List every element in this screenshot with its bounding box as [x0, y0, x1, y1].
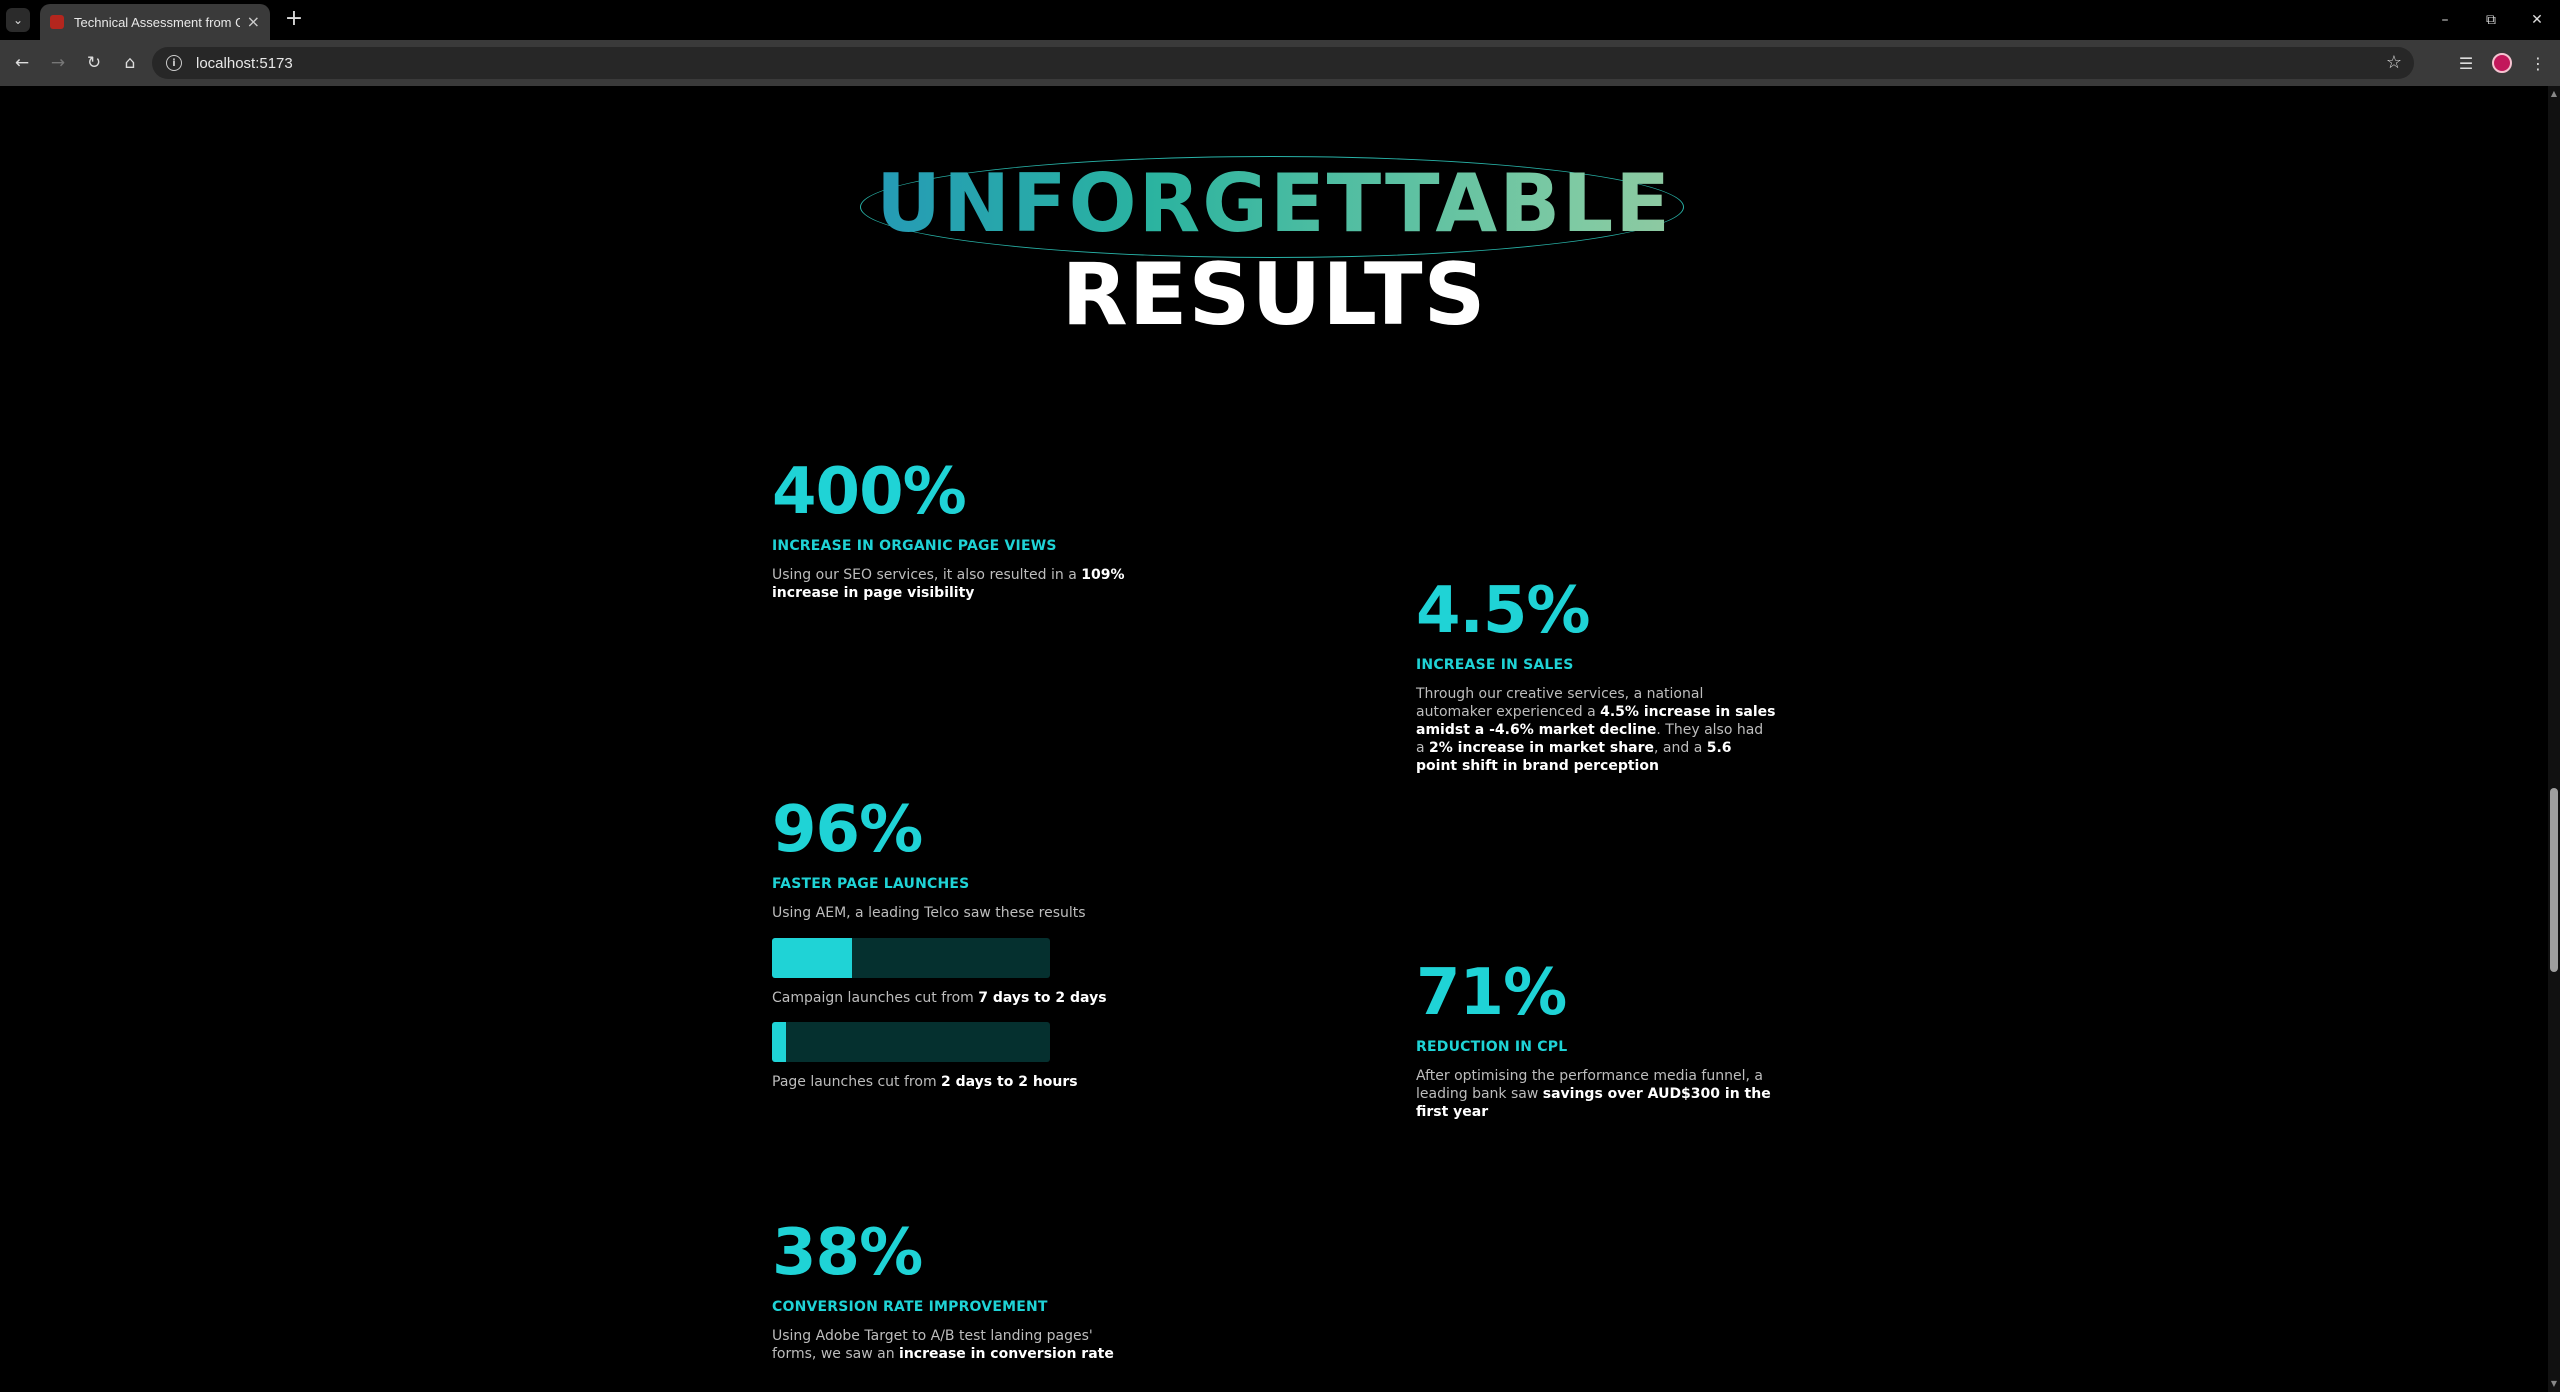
avatar-icon [2492, 53, 2512, 73]
stat-label: CONVERSION RATE IMPROVEMENT [772, 1299, 1048, 1315]
vertical-scrollbar[interactable]: ▲ ▼ [2548, 86, 2560, 1392]
stat-conversion: 38% CONVERSION RATE IMPROVEMENT Using Ad… [772, 1221, 1132, 1363]
hero-title-gradient: UNFORGETTABLE [0, 164, 2548, 244]
browser-tab[interactable]: Technical Assessment from Gro × [40, 4, 270, 40]
stat-label: FASTER PAGE LAUNCHES [772, 876, 970, 892]
site-info-icon[interactable]: i [166, 55, 182, 71]
address-bar[interactable]: i localhost:5173 ☆ [152, 47, 2414, 79]
favicon-icon [50, 15, 64, 29]
stat-value: 71% [1416, 956, 1567, 1030]
progress-caption: Page launches cut from 2 days to 2 hours [772, 1074, 1078, 1090]
menu-dots-icon[interactable]: ⋮ [2530, 53, 2546, 73]
stat-description: Through our creative services, a nationa… [1416, 686, 1776, 774]
stat-launches: 96% FASTER PAGE LAUNCHES Using AEM, a le… [772, 798, 1132, 1090]
scrollbar-thumb[interactable] [2550, 788, 2558, 972]
stat-description: Using Adobe Target to A/B test landing p… [772, 1328, 1114, 1362]
page-viewport: UNFORGETTABLE RESULTS 400% INCREASE IN O… [0, 86, 2548, 1392]
window-controls: – ⧉ ✕ [2422, 0, 2560, 40]
stat-organic: 400% INCREASE IN ORGANIC PAGE VIEWS Usin… [772, 460, 1132, 602]
browser-toolbar: ← → ↻ ⌂ i localhost:5173 ☆ ☰ ⋮ [0, 40, 2560, 86]
stat-value: 400% [772, 455, 967, 529]
stat-label: REDUCTION IN CPL [1416, 1039, 1568, 1055]
stat-label: INCREASE IN ORGANIC PAGE VIEWS [772, 538, 1057, 554]
profile-avatar[interactable] [2490, 51, 2514, 75]
stat-cpl: 71% REDUCTION IN CPL After optimising th… [1416, 961, 1776, 1121]
scroll-down-arrow-icon[interactable]: ▼ [2550, 1379, 2558, 1388]
hero-heading: UNFORGETTABLE RESULTS [0, 86, 2548, 346]
close-window-icon[interactable]: ✕ [2531, 12, 2543, 28]
back-arrow-icon[interactable]: ← [14, 53, 30, 73]
new-tab-plus-icon[interactable]: + [284, 6, 304, 31]
progress-fill [772, 1022, 786, 1062]
hero-ellipse-decoration [860, 156, 1684, 258]
url-text: localhost:5173 [196, 54, 293, 72]
forward-arrow-icon[interactable]: → [50, 53, 66, 73]
progress-bar-page [772, 1022, 1050, 1062]
minimize-icon[interactable]: – [2441, 12, 2449, 28]
tab-title: Technical Assessment from Gro [74, 14, 240, 30]
scroll-up-arrow-icon[interactable]: ▲ [2550, 89, 2558, 98]
hero-title-results: RESULTS [1061, 245, 1487, 345]
reload-icon[interactable]: ↻ [86, 53, 102, 73]
media-control-icon[interactable]: ☰ [2458, 53, 2474, 73]
stat-sales: 4.5% INCREASE IN SALES Through our creat… [1416, 579, 1776, 775]
stat-value: 96% [772, 793, 923, 867]
bookmark-star-icon[interactable]: ☆ [2385, 52, 2402, 73]
stat-value: 38% [772, 1216, 923, 1290]
stat-description: Using our SEO services, it also resulted… [772, 567, 1125, 601]
restore-icon[interactable]: ⧉ [2486, 12, 2496, 28]
stat-description: After optimising the performance media f… [1416, 1068, 1771, 1120]
close-tab-icon[interactable]: × [246, 12, 260, 31]
progress-bar-campaign [772, 938, 1050, 978]
home-icon[interactable]: ⌂ [124, 53, 136, 73]
progress-caption: Campaign launches cut from 7 days to 2 d… [772, 990, 1107, 1006]
stat-label: INCREASE IN SALES [1416, 657, 1574, 673]
tab-search-chevron-icon[interactable]: ⌄ [6, 8, 30, 32]
stat-value: 4.5% [1416, 574, 1591, 648]
stat-description: Using AEM, a leading Telco saw these res… [772, 905, 1086, 921]
tab-strip: ⌄ Technical Assessment from Gro × + – ⧉ … [0, 0, 2560, 40]
progress-fill [772, 938, 852, 978]
